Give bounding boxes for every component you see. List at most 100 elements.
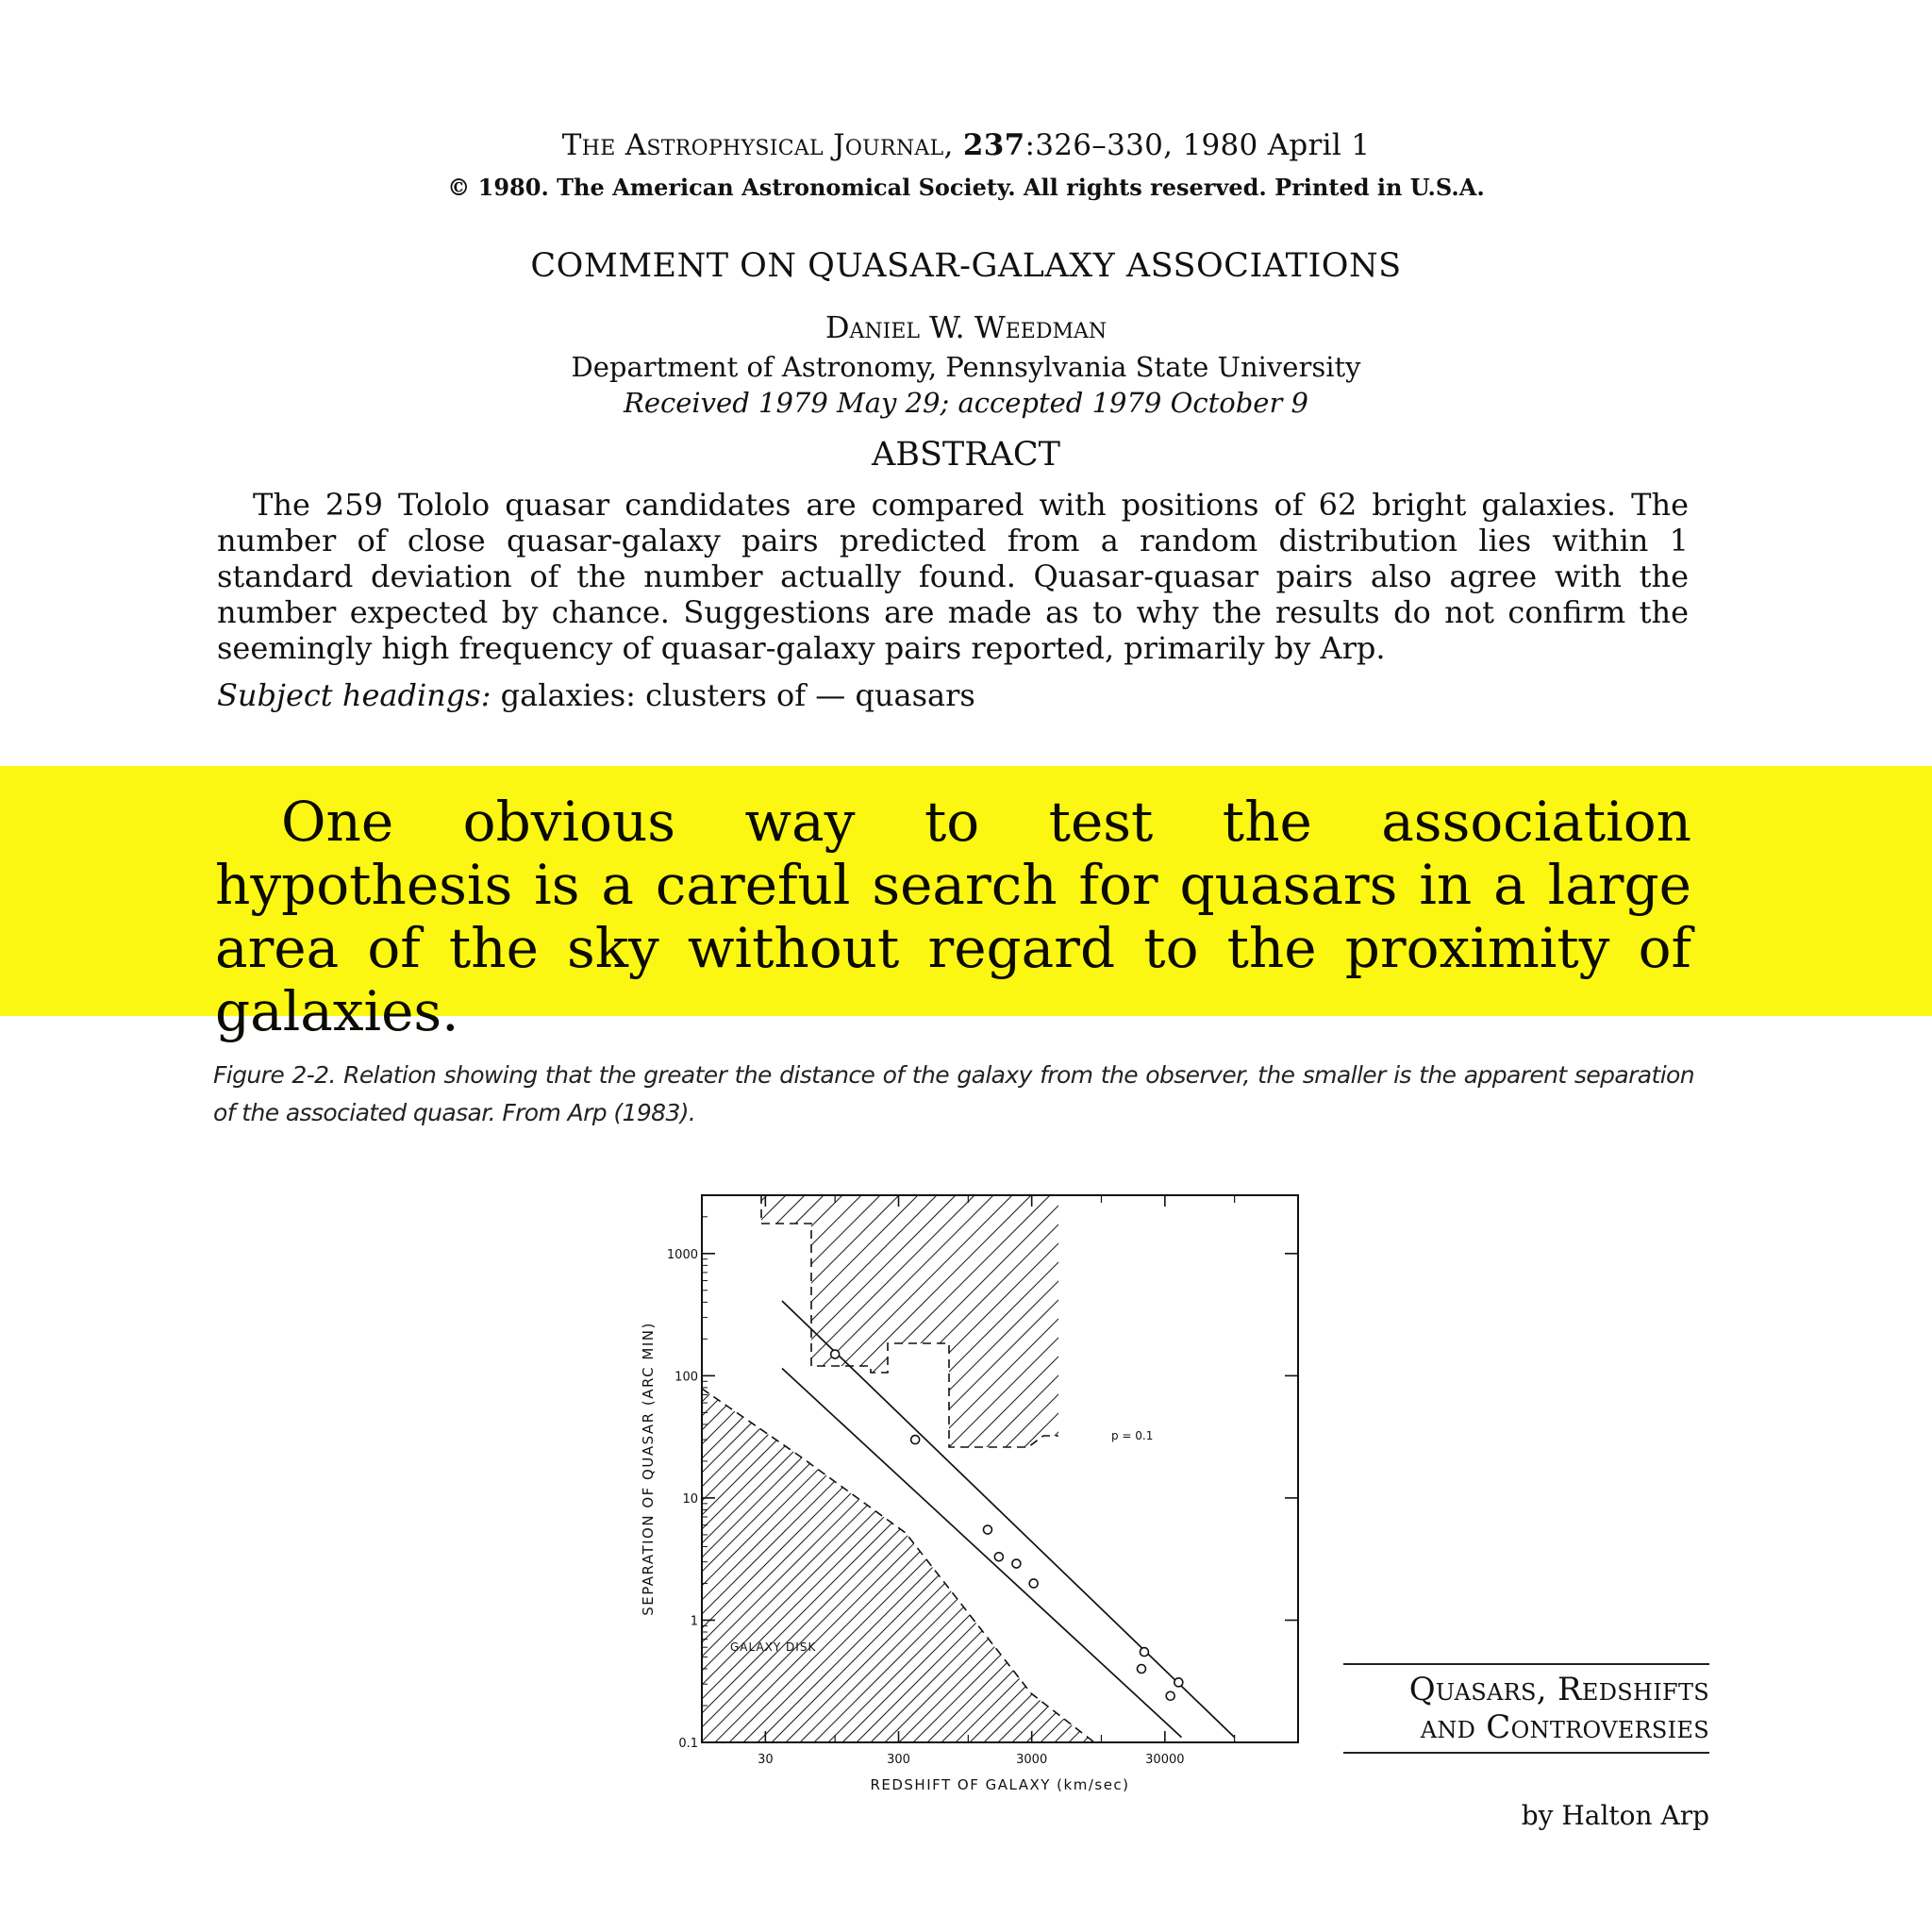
data-point (829, 1349, 841, 1359)
hatch-line (761, 1195, 1058, 1447)
hatch-line (1093, 1389, 1094, 1742)
hatch-layer (623, 1170, 1340, 1830)
hatch-line (702, 1389, 723, 1742)
y-tick-label: 100 (675, 1370, 698, 1384)
hatch-line (761, 1195, 1058, 1447)
hatch-line (1137, 1170, 1340, 1830)
data-point (982, 1524, 993, 1535)
hatch-line (761, 1195, 1058, 1447)
hatch-line (839, 1389, 1094, 1742)
hatch-line (1278, 1170, 1340, 1830)
hatch-line (1151, 1170, 1340, 1830)
hatch-line (702, 1389, 850, 1742)
hatch-line (702, 1389, 1094, 1742)
hatch-line (702, 1389, 1094, 1742)
hatch-line (1023, 1389, 1094, 1742)
hatch-line (1193, 1170, 1340, 1830)
hatch-line (782, 1389, 1094, 1742)
y-tick-label: 0.1 (678, 1737, 698, 1751)
hatch-line (980, 1195, 1058, 1447)
hatch-line (702, 1389, 991, 1742)
hatch-line (702, 1389, 1094, 1742)
journal-pages-date: :326–330, 1980 April 1 (1024, 128, 1371, 162)
hatch-line (867, 1389, 1094, 1742)
author-affiliation: Department of Astronomy, Pennsylvania St… (571, 351, 1361, 383)
hatch-line (905, 1195, 1058, 1447)
hatch-line (754, 1389, 1094, 1742)
hatch-line (1264, 1170, 1340, 1830)
hatch-line (829, 1195, 1058, 1447)
hatch-line (961, 1195, 1058, 1447)
hatch-line (994, 1389, 1094, 1742)
hatch-line (796, 1389, 1094, 1742)
y-tick-label: 1 (691, 1614, 698, 1628)
hatch-line (761, 1195, 963, 1447)
data-point (1174, 1677, 1184, 1688)
hatch-line (761, 1195, 850, 1447)
hatch-line (999, 1195, 1058, 1447)
hatch-line (1075, 1170, 1340, 1830)
hatch-line (761, 1195, 1058, 1447)
hatch-line (761, 1195, 1058, 1447)
hatch-line (1037, 1389, 1094, 1742)
highlight-band (0, 766, 1932, 1016)
hatch-line (1189, 1170, 1340, 1830)
hatch-line (1037, 1195, 1058, 1447)
hatch-line (702, 1389, 1094, 1742)
hatch-line (1151, 1170, 1340, 1830)
data-point (1136, 1663, 1147, 1674)
hatch-line (1108, 1170, 1340, 1830)
hatch-line (702, 1389, 935, 1742)
hatch-line (761, 1195, 1058, 1447)
hatch-line (702, 1389, 892, 1742)
hatch-line (702, 1389, 963, 1742)
hatch-line (761, 1195, 1058, 1447)
hatch-line (1264, 1170, 1340, 1830)
y-axis-label: SEPARATION OF QUASAR (ARC MIN) (640, 1322, 657, 1616)
hatch-line (810, 1389, 1094, 1742)
hatch-line (761, 1195, 925, 1447)
data-point (1028, 1578, 1039, 1589)
p-region-boundary (760, 1195, 1058, 1448)
x-tick-label: 30 (758, 1753, 774, 1767)
galaxy-disk-boundary (702, 1388, 1095, 1742)
hatch-line (1018, 1195, 1058, 1447)
hatch-line (702, 1389, 1094, 1742)
book-title-top-rule (1343, 1663, 1709, 1665)
hatch-line (702, 1389, 1091, 1742)
paper-title: COMMENT ON QUASAR-GALAXY ASSOCIATIONS (530, 247, 1402, 285)
hatch-line (1132, 1170, 1340, 1830)
hatch-line (1079, 1389, 1094, 1742)
hatch-line (702, 1389, 1006, 1742)
galaxy-disk-hatch (702, 1170, 1340, 1830)
figure-caption: Figure 2-2. Relation showing that the gr… (213, 1061, 1695, 1126)
hatch-line (1170, 1170, 1340, 1830)
hatch-line (702, 1389, 1094, 1742)
hatch-line (909, 1389, 1094, 1742)
hatch-line (1094, 1170, 1340, 1830)
hatch-line (1179, 1170, 1340, 1830)
subject-headings: Subject headings: galaxies: clusters of … (217, 677, 975, 713)
book-title-block: Quasars, Redshifts and Controversies (1343, 1663, 1709, 1754)
paper-author: Daniel W. Weedman (824, 309, 1108, 345)
p-region-hatch (623, 1170, 1340, 1830)
hatch-line (1123, 1170, 1340, 1830)
data-point (993, 1551, 1005, 1562)
hatch-line (702, 1389, 1094, 1742)
hatch-line (702, 1389, 1094, 1742)
hatch-line (761, 1195, 944, 1447)
hatch-line (761, 1195, 1058, 1447)
hatch-line (702, 1389, 1094, 1742)
hatch-line (1222, 1170, 1340, 1830)
abstract-heading: ABSTRACT (871, 436, 1061, 474)
journal-volume: 237 (962, 128, 1025, 162)
hatch-line (1250, 1170, 1340, 1830)
axis-ticks: 0.1 1 10 100 1000 30 300 3000 30000 (667, 1195, 1298, 1767)
hatch-line (702, 1389, 1094, 1742)
galaxy-disk-label: GALAXY DISK (730, 1641, 816, 1654)
hatch-line (623, 1170, 641, 1830)
hatch-line (702, 1389, 1094, 1742)
hatch-line (1245, 1170, 1340, 1830)
hatch-line (702, 1389, 921, 1742)
trend-line-2 (781, 1367, 1183, 1739)
